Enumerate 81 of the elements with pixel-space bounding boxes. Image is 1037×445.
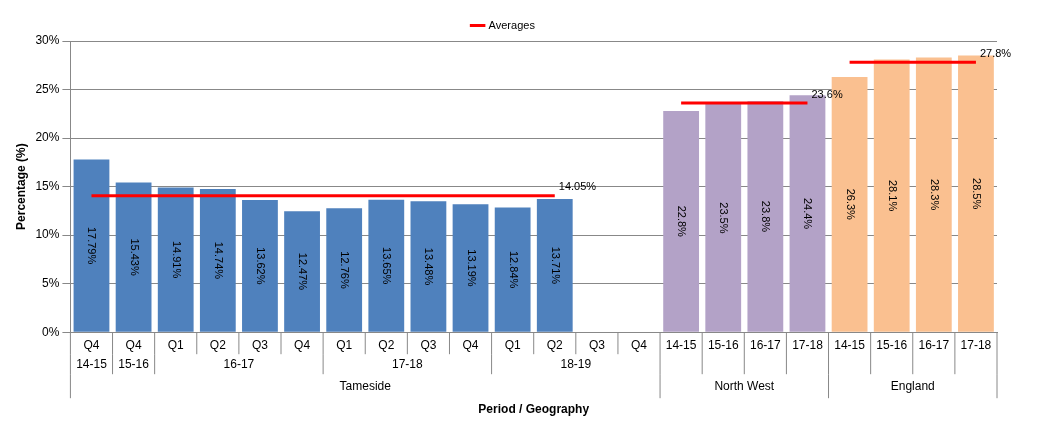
data-label: 27.8% <box>979 46 1012 59</box>
text: 17-18 <box>392 356 424 371</box>
bar <box>199 189 236 332</box>
x-tick-label: Q4 <box>462 337 479 352</box>
y-tick-label: 15% <box>35 178 60 193</box>
data-label: 28.1% <box>886 179 899 212</box>
data-label: 24.4% <box>802 197 815 230</box>
y-tick-label: 20% <box>35 130 60 145</box>
x-tick-label: Q3 <box>588 337 606 352</box>
y-tick-label: 5% <box>42 275 60 290</box>
data-label: 13.48% <box>423 247 436 286</box>
text: 18-19 <box>560 356 592 371</box>
data-label: 28.5% <box>970 178 983 210</box>
data-label: 15.43% <box>128 238 141 276</box>
data-label: 13.19% <box>465 249 478 287</box>
y-tick-label: 30% <box>35 33 60 48</box>
data-label: 12.76% <box>339 251 352 289</box>
data-label: 14.74% <box>212 241 225 280</box>
text: England <box>890 378 935 393</box>
bar <box>452 204 489 332</box>
data-label: 28.3% <box>928 179 941 211</box>
data-label: 13.65% <box>381 247 394 285</box>
x-tick-label: 14-15 <box>665 337 697 352</box>
x-tick-label: 14-15 <box>834 337 866 352</box>
x-tick-label: Q4 <box>630 337 648 352</box>
data-label: 23.5% <box>718 202 731 234</box>
bar <box>705 104 742 332</box>
x-tick-label: Q1 <box>336 337 353 352</box>
bar <box>873 59 910 332</box>
x-tick-label: Q4 <box>294 337 311 352</box>
data-label: 17.79% <box>86 226 99 265</box>
bar <box>157 187 194 332</box>
x-tick-label: Q2 <box>209 337 227 352</box>
x-tick-label: Q1 <box>167 337 185 352</box>
bar <box>494 207 531 332</box>
x-tick-label: Q2 <box>546 337 564 352</box>
text: North West <box>714 378 775 393</box>
data-label: 13.71% <box>549 246 562 285</box>
text: 14-15 <box>76 356 108 371</box>
text: Tameside <box>339 378 392 393</box>
bar <box>284 211 320 332</box>
y-tick-label: 10% <box>35 227 60 242</box>
bar <box>73 159 110 332</box>
x-tick-label: 17-18 <box>960 337 992 352</box>
data-label: 13.62% <box>254 247 267 285</box>
x-axis-title: Period / Geography <box>478 402 590 417</box>
data-label: 14.91% <box>170 240 183 279</box>
bar <box>115 182 152 332</box>
bar <box>536 199 573 332</box>
data-label: 14.05% <box>558 180 597 193</box>
x-tick-label: Q2 <box>378 337 395 352</box>
bar <box>958 55 994 332</box>
data-label: 23.8% <box>760 200 773 233</box>
bar <box>326 208 363 332</box>
y-axis-title: Percentage (%) <box>13 143 28 230</box>
x-tick-label: Q4 <box>125 337 142 352</box>
x-tick-label: 16-17 <box>918 337 950 352</box>
data-label: 12.47% <box>297 252 310 291</box>
text: 16-17 <box>223 356 255 371</box>
data-label: 22.8% <box>676 205 689 238</box>
x-tick-label: Q4 <box>83 337 100 352</box>
y-tick-label: 0% <box>42 324 60 339</box>
bar <box>410 201 447 332</box>
x-tick-label: Q3 <box>251 337 269 352</box>
x-tick-label: 15-16 <box>707 337 739 352</box>
bar <box>242 200 278 332</box>
data-label: 23.6% <box>811 87 843 100</box>
x-tick-label: 17-18 <box>792 337 824 352</box>
legend-label: Averages <box>488 18 536 31</box>
x-tick-label: Q3 <box>420 337 437 352</box>
bar <box>663 110 700 332</box>
text: 15-16 <box>118 356 150 371</box>
x-tick-label: Q1 <box>504 337 521 352</box>
data-label: 26.3% <box>844 188 857 221</box>
data-label: 12.84% <box>507 250 520 289</box>
x-tick-label: 15-16 <box>876 337 908 352</box>
bar <box>368 199 405 332</box>
bar <box>747 101 784 332</box>
y-tick-label: 25% <box>35 81 60 96</box>
x-tick-label: 16-17 <box>750 337 782 352</box>
bar <box>915 57 952 332</box>
